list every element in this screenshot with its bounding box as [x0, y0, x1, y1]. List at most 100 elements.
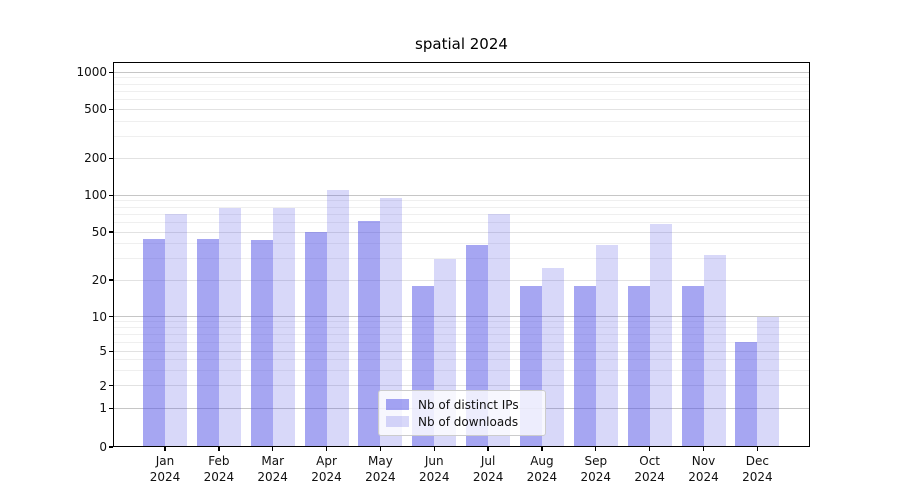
plot-area: Nb of distinct IPs Nb of downloads — [113, 62, 810, 447]
x-tick-mark — [218, 447, 220, 451]
gridline-minor — [113, 120, 810, 122]
x-tick-label: Sep 2024 — [564, 453, 628, 485]
x-tick-label: Oct 2024 — [618, 453, 682, 485]
x-tick-mark — [325, 447, 328, 451]
x-tick-month: Jan — [155, 454, 175, 468]
y-tick-label: 1 — [99, 401, 107, 416]
bar-nb-of-downloads — [541, 268, 564, 447]
gridline-minor — [113, 243, 810, 245]
y-tick-label: 50 — [91, 225, 107, 239]
gridline-major — [113, 71, 810, 73]
x-tick-mark — [272, 447, 274, 451]
gridline-minor — [113, 200, 810, 202]
gridline — [113, 157, 810, 159]
x-tick-mark — [595, 447, 597, 451]
x-tick-year: 2024 — [149, 470, 181, 484]
bar-nb-of-downloads — [703, 255, 726, 447]
x-tick-month: May — [367, 454, 393, 468]
bar-nb-of-downloads — [757, 316, 780, 447]
x-tick-label: Nov 2024 — [672, 453, 736, 485]
gridline-minor — [113, 341, 810, 343]
chart-title: spatial 2024 — [415, 35, 508, 53]
legend-item: Nb of downloads — [386, 415, 545, 429]
x-tick-month: Dec — [745, 454, 769, 468]
x-tick-mark — [702, 447, 705, 451]
x-tick-mark — [164, 447, 166, 451]
y-tick-label: 200 — [84, 151, 107, 166]
legend-swatch-downloads — [386, 416, 409, 427]
x-tick-mark — [433, 447, 435, 451]
gridline-minor — [113, 83, 810, 85]
x-tick-year: 2024 — [688, 470, 719, 484]
gridline-major — [113, 316, 810, 318]
y-tick-mark — [109, 385, 113, 387]
gridline — [113, 350, 810, 352]
y-tick-mark — [109, 350, 113, 352]
legend-swatch-distinct-ips — [386, 399, 409, 410]
x-tick-month: Aug — [530, 454, 554, 468]
bar-nb-of-downloads — [380, 198, 403, 447]
gridline-minor — [113, 221, 810, 223]
x-tick-year: 2024 — [365, 470, 396, 484]
y-tick-mark — [109, 108, 113, 110]
x-tick-mark — [487, 447, 489, 451]
gridline — [113, 279, 810, 281]
bar-nb-of-distinct-ips — [143, 238, 165, 447]
x-tick-mark — [648, 447, 651, 451]
bar-nb-of-distinct-ips — [304, 232, 327, 447]
bar-nb-of-downloads — [218, 208, 241, 447]
gridline-minor — [113, 321, 810, 323]
x-tick-mark — [756, 447, 759, 451]
x-tick-label: Dec 2024 — [725, 453, 789, 485]
x-tick-label: Jul 2024 — [456, 453, 520, 485]
legend-label: Nb of downloads — [418, 414, 519, 429]
x-tick-label: Aug 2024 — [510, 453, 574, 485]
bar-nb-of-distinct-ips — [627, 285, 650, 447]
legend-item: Nb of distinct IPs — [386, 398, 545, 412]
bar-nb-of-downloads — [488, 214, 511, 447]
x-tick-year: 2024 — [742, 470, 773, 484]
gridline-minor — [113, 327, 810, 329]
gridline-minor — [113, 334, 810, 335]
bar-nb-of-distinct-ips — [573, 285, 596, 447]
legend-label: Nb of distinct IPs — [418, 397, 519, 412]
y-tick-mark — [109, 71, 113, 73]
bar-nb-of-downloads — [326, 190, 349, 447]
bar-nb-of-distinct-ips — [250, 239, 273, 447]
x-tick-year: 2024 — [311, 470, 342, 484]
y-tick-label: 5 — [99, 344, 107, 359]
gridline — [113, 385, 810, 387]
x-tick-mark — [379, 447, 382, 451]
x-tick-month: Sep — [584, 454, 608, 468]
y-tick-mark — [109, 194, 113, 196]
y-tick-label: 500 — [84, 102, 107, 117]
y-tick-label: 20 — [91, 273, 107, 287]
x-tick-month: Feb — [208, 454, 230, 468]
bar-nb-of-distinct-ips — [196, 238, 219, 447]
gridline — [113, 108, 810, 110]
y-tick-label: 2 — [99, 378, 107, 393]
y-tick-label: 10 — [91, 309, 107, 324]
x-tick-month: Nov — [691, 454, 716, 468]
x-tick-year: 2024 — [418, 470, 450, 484]
bar-nb-of-distinct-ips — [735, 342, 758, 447]
gridline-minor — [113, 369, 810, 371]
gridline-minor — [113, 77, 810, 79]
y-tick-mark — [109, 316, 113, 318]
gridline-minor — [113, 258, 810, 260]
x-tick-year: 2024 — [526, 470, 558, 484]
gridline-minor — [113, 213, 810, 215]
x-tick-month: Oct — [639, 454, 661, 468]
x-tick-label: Feb 2024 — [187, 453, 251, 485]
y-tick-mark — [109, 231, 113, 233]
x-tick-label: Jan 2024 — [133, 453, 197, 485]
gridline-minor — [113, 90, 810, 92]
x-tick-year: 2024 — [634, 470, 665, 484]
bar-nb-of-downloads — [272, 208, 295, 447]
y-tick-mark — [109, 157, 113, 159]
y-tick-mark — [109, 446, 113, 448]
gridline — [113, 231, 810, 233]
x-tick-year: 2024 — [472, 470, 504, 484]
gridline-minor — [113, 206, 810, 208]
